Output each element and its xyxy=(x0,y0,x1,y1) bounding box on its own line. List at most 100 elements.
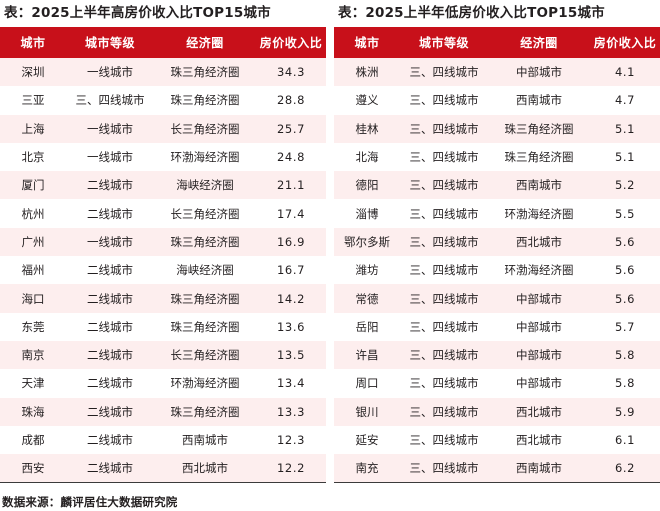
city-cell: 西安 xyxy=(0,454,66,483)
price-income-ratio-cell: 4.1 xyxy=(590,58,660,87)
price-income-ratio-cell: 5.7 xyxy=(590,312,660,341)
economic-zone-cell: 中部城市 xyxy=(488,284,590,313)
city-tier-cell: 一线城市 xyxy=(66,227,154,257)
economic-zone-cell: 西北城市 xyxy=(488,227,590,257)
city-tier-cell: 三、四线城市 xyxy=(400,86,488,115)
table-row: 南京 二线城市 长三角经济圈 13.5 xyxy=(0,340,326,370)
city-tier-cell: 三、四线城市 xyxy=(400,171,488,200)
table-row: 福州 二线城市 海峡经济圈 16.7 xyxy=(0,256,326,285)
economic-zone-cell: 珠三角经济圈 xyxy=(488,114,590,143)
economic-zone-cell: 环渤海经济圈 xyxy=(154,142,256,172)
table-row: 淄博 三、四线城市 环渤海经济圈 5.5 xyxy=(334,199,660,228)
column-header-city: 城市 xyxy=(0,27,66,58)
city-cell: 杭州 xyxy=(0,199,66,228)
economic-zone-cell: 海峡经济圈 xyxy=(154,171,256,200)
price-income-ratio-cell: 16.7 xyxy=(256,256,326,285)
left-table-body: 深圳 一线城市 珠三角经济圈 34.3 三亚 三、四线城市 珠三角经济圈 28.8 上海 一线城市… xyxy=(0,58,326,483)
price-income-ratio-cell: 16.9 xyxy=(256,227,326,257)
price-income-ratio-cell: 12.2 xyxy=(256,454,326,483)
column-header-price-income-ratio: 房价收入比 xyxy=(590,27,660,58)
right-table-head: 城市 城市等级 经济圈 房价收入比 xyxy=(334,27,660,58)
city-tier-cell: 三、四线城市 xyxy=(400,142,488,172)
economic-zone-cell: 西北城市 xyxy=(154,454,256,483)
tables-container: 表：2025上半年高房价收入比TOP15城市 城市 城市等级 经济圈 房价收入比… xyxy=(0,0,660,484)
economic-zone-cell: 珠三角经济圈 xyxy=(154,284,256,313)
city-tier-cell: 三、四线城市 xyxy=(400,58,488,87)
table-row: 德阳 三、四线城市 西南城市 5.2 xyxy=(334,171,660,200)
price-income-ratio-cell: 13.5 xyxy=(256,340,326,370)
city-tier-cell: 二线城市 xyxy=(66,171,154,200)
city-tier-cell: 二线城市 xyxy=(66,425,154,455)
city-tier-cell: 二线城市 xyxy=(66,312,154,341)
economic-zone-cell: 海峡经济圈 xyxy=(154,256,256,285)
city-cell: 遵义 xyxy=(334,86,400,115)
city-cell: 东莞 xyxy=(0,312,66,341)
table-row: 银川 三、四线城市 西北城市 5.9 xyxy=(334,397,660,426)
city-cell: 延安 xyxy=(334,425,400,455)
table-row: 杭州 二线城市 长三角经济圈 17.4 xyxy=(0,199,326,228)
price-income-ratio-cell: 13.3 xyxy=(256,397,326,426)
data-source-note: 数据来源：麟评居住大数据研究院 xyxy=(2,495,178,510)
city-tier-cell: 二线城市 xyxy=(66,284,154,313)
city-tier-cell: 三、四线城市 xyxy=(400,340,488,370)
price-income-ratio-cell: 6.2 xyxy=(590,454,660,483)
price-income-ratio-cell: 4.7 xyxy=(590,86,660,115)
city-cell: 广州 xyxy=(0,227,66,257)
city-tier-cell: 二线城市 xyxy=(66,369,154,398)
economic-zone-cell: 环渤海经济圈 xyxy=(488,199,590,228)
city-tier-cell: 二线城市 xyxy=(66,199,154,228)
city-cell: 株洲 xyxy=(334,58,400,87)
economic-zone-cell: 珠三角经济圈 xyxy=(154,397,256,426)
table-row: 遵义 三、四线城市 西南城市 4.7 xyxy=(334,86,660,115)
economic-zone-cell: 珠三角经济圈 xyxy=(154,227,256,257)
city-cell: 海口 xyxy=(0,284,66,313)
city-cell: 银川 xyxy=(334,397,400,426)
economic-zone-cell: 中部城市 xyxy=(488,58,590,87)
table-row: 深圳 一线城市 珠三角经济圈 34.3 xyxy=(0,58,326,87)
price-income-ratio-cell: 6.1 xyxy=(590,425,660,455)
city-tier-cell: 三、四线城市 xyxy=(400,397,488,426)
city-tier-cell: 三、四线城市 xyxy=(400,284,488,313)
city-tier-cell: 三、四线城市 xyxy=(400,369,488,398)
city-cell: 鄂尔多斯 xyxy=(334,227,400,257)
city-tier-cell: 三、四线城市 xyxy=(400,454,488,483)
city-cell: 许昌 xyxy=(334,340,400,370)
column-header-price-income-ratio: 房价收入比 xyxy=(256,27,326,58)
city-cell: 福州 xyxy=(0,256,66,285)
economic-zone-cell: 长三角经济圈 xyxy=(154,340,256,370)
price-income-ratio-cell: 28.8 xyxy=(256,86,326,115)
price-income-ratio-cell: 17.4 xyxy=(256,199,326,228)
economic-zone-cell: 环渤海经济圈 xyxy=(488,256,590,285)
city-cell: 深圳 xyxy=(0,58,66,87)
city-cell: 成都 xyxy=(0,425,66,455)
economic-zone-cell: 中部城市 xyxy=(488,340,590,370)
city-cell: 天津 xyxy=(0,369,66,398)
city-cell: 淄博 xyxy=(334,199,400,228)
city-cell: 厦门 xyxy=(0,171,66,200)
city-cell: 南京 xyxy=(0,340,66,370)
price-income-ratio-cell: 5.2 xyxy=(590,171,660,200)
city-tier-cell: 一线城市 xyxy=(66,58,154,87)
table-row: 东莞 二线城市 珠三角经济圈 13.6 xyxy=(0,312,326,341)
city-tier-cell: 二线城市 xyxy=(66,454,154,483)
economic-zone-cell: 西南城市 xyxy=(488,454,590,483)
economic-zone-cell: 长三角经济圈 xyxy=(154,199,256,228)
price-income-ratio-cell: 13.4 xyxy=(256,369,326,398)
city-cell: 周口 xyxy=(334,369,400,398)
high-price-income-ratio-table-block: 表：2025上半年高房价收入比TOP15城市 城市 城市等级 经济圈 房价收入比… xyxy=(0,0,326,484)
city-cell: 德阳 xyxy=(334,171,400,200)
city-cell: 南充 xyxy=(334,454,400,483)
table-row: 天津 二线城市 环渤海经济圈 13.4 xyxy=(0,369,326,398)
city-tier-cell: 二线城市 xyxy=(66,340,154,370)
economic-zone-cell: 西北城市 xyxy=(488,397,590,426)
table-row: 潍坊 三、四线城市 环渤海经济圈 5.6 xyxy=(334,256,660,285)
price-income-ratio-cell: 5.6 xyxy=(590,284,660,313)
economic-zone-cell: 西北城市 xyxy=(488,425,590,455)
right-header-row: 城市 城市等级 经济圈 房价收入比 xyxy=(334,27,660,58)
economic-zone-cell: 珠三角经济圈 xyxy=(154,58,256,87)
city-tier-cell: 三、四线城市 xyxy=(400,256,488,285)
price-income-ratio-cell: 5.1 xyxy=(590,142,660,172)
city-tier-cell: 三、四线城市 xyxy=(400,199,488,228)
column-header-economic-zone: 经济圈 xyxy=(154,27,256,58)
